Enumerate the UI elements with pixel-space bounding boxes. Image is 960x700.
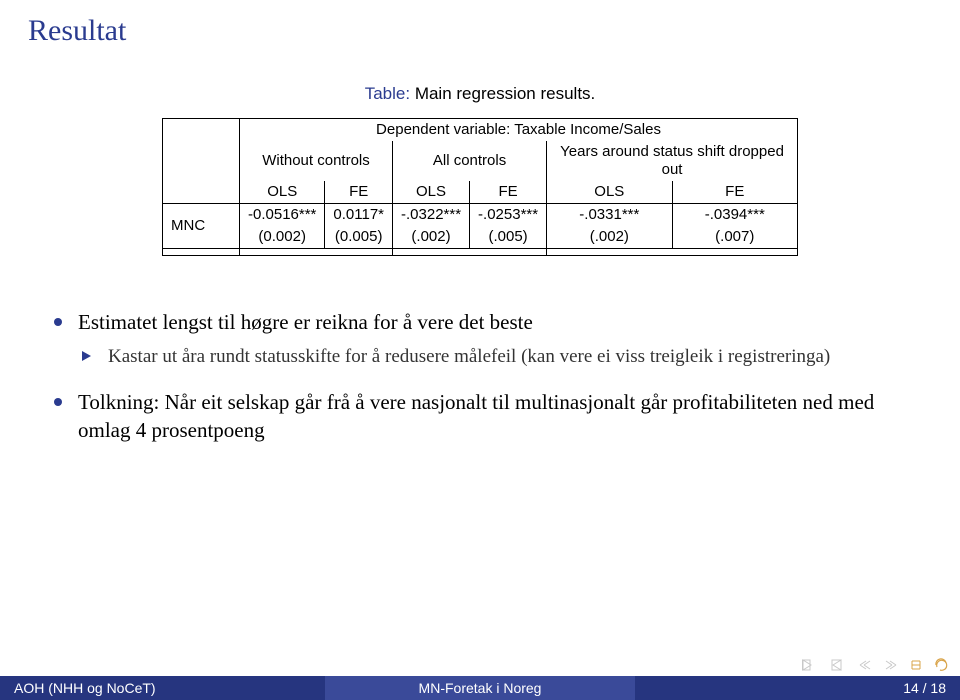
footer-bar: AOH (NHH og NoCeT) MN-Foretak i Noreg 14… xyxy=(0,676,960,700)
estimate: -.0253*** xyxy=(470,204,547,227)
estimate: -0.0516*** xyxy=(240,204,325,227)
bullet-list: Estimatet lengst til høgre er reikna for… xyxy=(48,308,912,463)
footer-right: 14 / 18 xyxy=(635,676,960,700)
footer-left: AOH (NHH og NoCeT) xyxy=(0,676,325,700)
method-header: OLS xyxy=(240,181,325,204)
nav-first-icon[interactable] xyxy=(802,659,818,671)
footer-mid: MN-Foretak i Noreg xyxy=(325,676,636,700)
footer: AOH (NHH og NoCeT) MN-Foretak i Noreg 14… xyxy=(0,672,960,700)
page-title: Resultat xyxy=(28,14,126,48)
row-label: MNC xyxy=(163,204,240,249)
list-item-text: Estimatet lengst til høgre er reikna for… xyxy=(78,310,533,334)
list-item: Tolkning: Når eit selskap går frå å vere… xyxy=(48,388,912,445)
std-error: (0.005) xyxy=(325,226,393,249)
estimate: -.0322*** xyxy=(393,204,470,227)
method-header: OLS xyxy=(547,181,672,204)
stub-header xyxy=(163,119,240,204)
method-header: FE xyxy=(325,181,393,204)
spacer-cell xyxy=(547,249,798,256)
nav-back-icon[interactable] xyxy=(858,659,872,671)
caption-label: Table: xyxy=(365,84,410,103)
method-header: FE xyxy=(470,181,547,204)
estimate: 0.0117* xyxy=(325,204,393,227)
spacer-cell xyxy=(240,249,393,256)
spacer-cell xyxy=(393,249,547,256)
std-error: (0.002) xyxy=(240,226,325,249)
method-header: OLS xyxy=(393,181,470,204)
std-error: (.002) xyxy=(393,226,470,249)
list-item-text: Tolkning: Når eit selskap går frå å vere… xyxy=(78,390,874,442)
nav-forward-icon[interactable] xyxy=(884,659,898,671)
list-item: Kastar ut åra rundt statusskifte for å r… xyxy=(78,344,912,370)
col-group-3: Years around status shift dropped out xyxy=(547,141,798,181)
nav-refresh-icon[interactable] xyxy=(934,658,950,672)
nav-section-icon[interactable] xyxy=(910,659,922,671)
std-error: (.002) xyxy=(547,226,672,249)
table-caption: Table: Main regression results. xyxy=(162,84,798,104)
nav-prev-icon[interactable] xyxy=(830,659,846,671)
col-group-1: Without controls xyxy=(240,141,393,181)
table-body: Dependent variable: Taxable Income/Sales… xyxy=(162,118,798,256)
col-group-2: All controls xyxy=(393,141,547,181)
table-row xyxy=(163,249,798,256)
beamer-nav-icons xyxy=(802,658,950,672)
list-item-text: Kastar ut åra rundt statusskifte for å r… xyxy=(108,346,830,367)
std-error: (.005) xyxy=(470,226,547,249)
spacer-cell xyxy=(163,249,240,256)
estimate: -.0394*** xyxy=(672,204,797,227)
dependent-variable-header: Dependent variable: Taxable Income/Sales xyxy=(240,119,798,142)
std-error: (.007) xyxy=(672,226,797,249)
method-header: FE xyxy=(672,181,797,204)
regression-table: Table: Main regression results. Dependen… xyxy=(162,84,798,256)
table-row: (0.002) (0.005) (.002) (.005) (.002) (.0… xyxy=(163,226,798,249)
table-row: MNC -0.0516*** 0.0117* -.0322*** -.0253*… xyxy=(163,204,798,227)
list-item: Estimatet lengst til høgre er reikna for… xyxy=(48,308,912,370)
estimate: -.0331*** xyxy=(547,204,672,227)
caption-text: Main regression results. xyxy=(415,84,595,103)
